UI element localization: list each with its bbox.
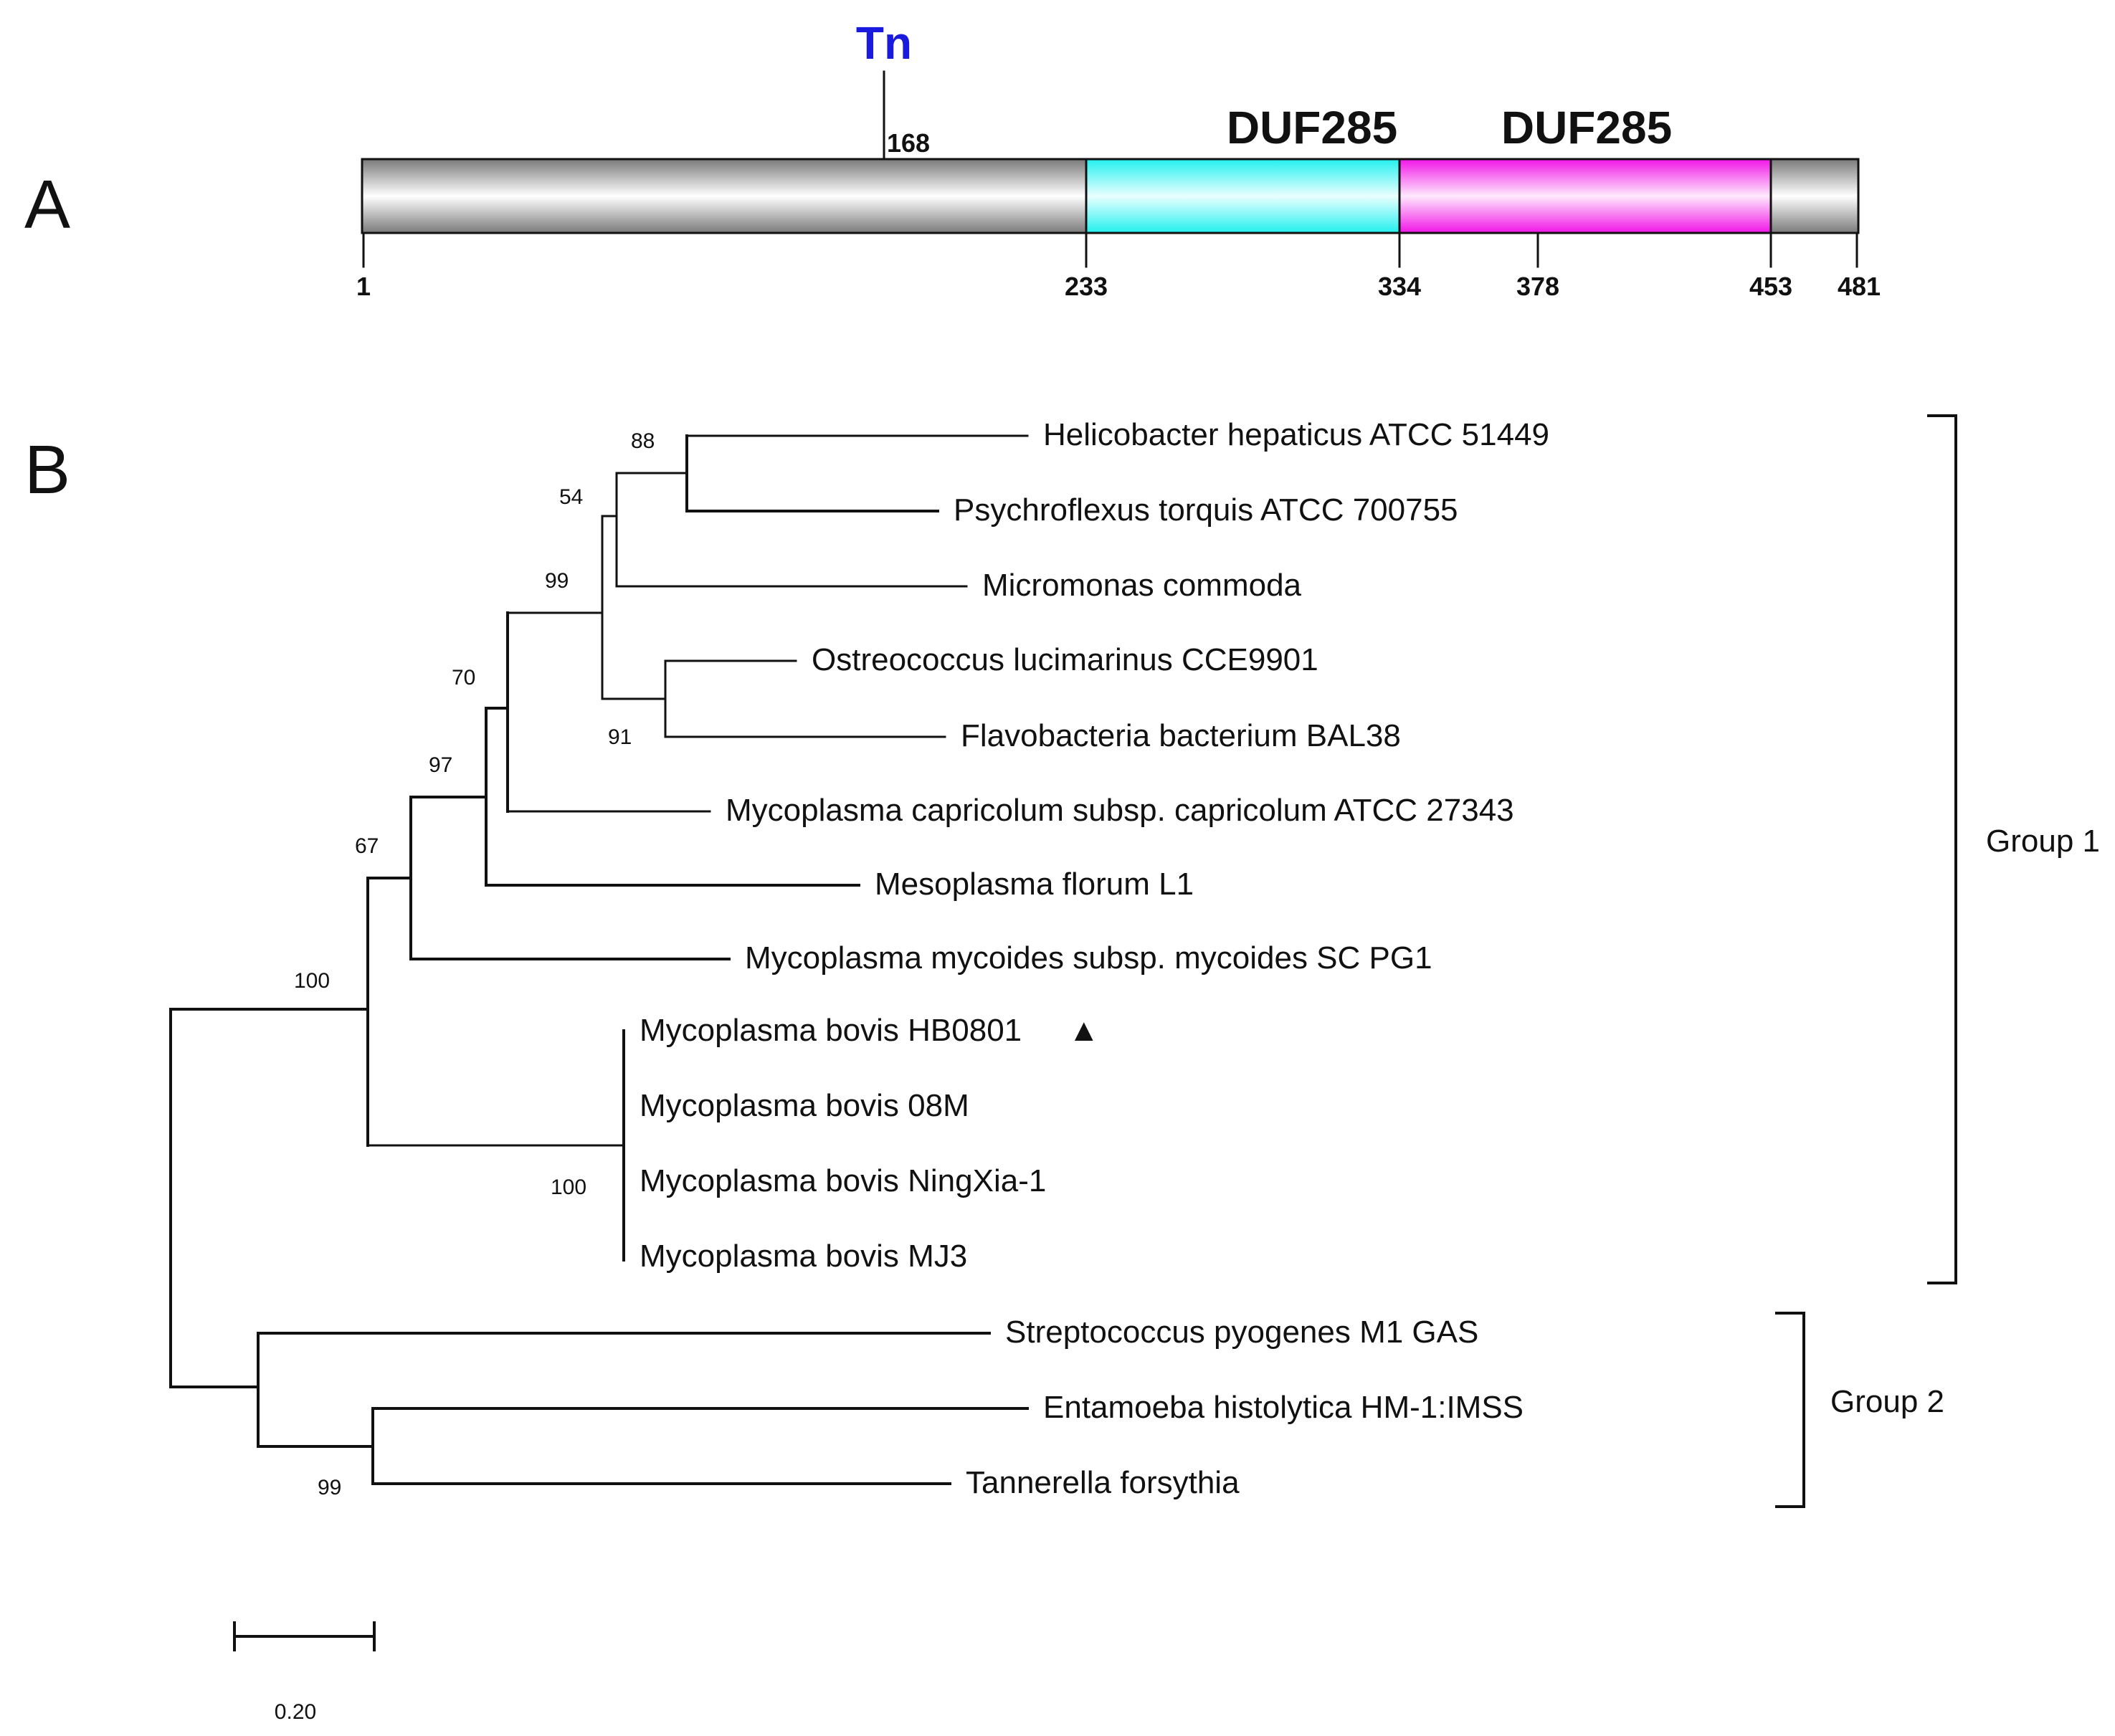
group-1-label: Group 1 xyxy=(1986,824,2100,859)
tn-label: Tn xyxy=(856,17,912,69)
group-1-bracket-line xyxy=(1927,414,1957,1284)
group-2-label: Group 2 xyxy=(1830,1384,1944,1419)
leaf-label: Mesoplasma florum L1 xyxy=(875,867,1194,902)
leaf-label: Mycoplasma bovis 08M xyxy=(640,1088,969,1123)
protein-segment-c-terminal xyxy=(1769,158,1860,234)
group-2-bracket: Group 2 xyxy=(1775,1312,1944,1508)
leaf-label: Psychroflexus torquis ATCC 700755 xyxy=(954,492,1458,528)
bootstrap-values: 88 54 99 91 70 97 67 100 100 99 xyxy=(294,429,655,1499)
bootstrap-value: 70 xyxy=(452,666,475,690)
panel-b: B xyxy=(24,414,2100,1724)
highlight-triangle-icon: ▲ xyxy=(1068,1013,1100,1048)
protein-segment-n-terminal xyxy=(361,158,1088,234)
leaf-label: Mycoplasma bovis NingXia-1 xyxy=(640,1163,1046,1198)
bootstrap-value: 88 xyxy=(631,429,655,453)
leaf-label: Mycoplasma capricolum subsp. capricolum … xyxy=(726,793,1514,828)
bootstrap-value: 67 xyxy=(355,834,379,858)
group-1-bracket: Group 1 xyxy=(1927,414,2100,1284)
leaf-label: Ostreococcus lucimarinus CCE9901 xyxy=(812,642,1318,677)
duf285-label-1: DUF285 xyxy=(1227,102,1397,153)
leaf-label: Mycoplasma bovis MJ3 xyxy=(640,1239,967,1274)
bootstrap-value: 99 xyxy=(545,569,569,593)
tn-position-label: 168 xyxy=(887,128,930,158)
scale-bar-label: 0.20 xyxy=(275,1700,316,1724)
duf285-domain-1 xyxy=(1085,158,1401,234)
leaf-label: Micromonas commoda xyxy=(982,568,1302,603)
panel-b-letter: B xyxy=(24,431,70,508)
bootstrap-value: 100 xyxy=(551,1175,586,1199)
leaf-label: Mycoplasma bovis HB0801 xyxy=(640,1013,1022,1048)
bootstrap-value: 91 xyxy=(608,725,632,749)
tick-label-233: 233 xyxy=(1065,272,1108,301)
group-2-bracket-line xyxy=(1775,1312,1805,1508)
duf285-domain-2 xyxy=(1398,158,1772,234)
tree-branches xyxy=(169,434,1029,1485)
panel-a-letter: A xyxy=(24,166,70,243)
panel-a: A Tn 168 DUF285 DUF285 1 233 334 378 453… xyxy=(24,17,1881,301)
leaf-label: Tannerella forsythia xyxy=(966,1465,1240,1500)
bootstrap-value: 54 xyxy=(559,485,583,509)
leaf-label: Mycoplasma mycoides subsp. mycoides SC P… xyxy=(745,940,1432,976)
tick-label-1: 1 xyxy=(356,272,371,301)
leaf-label: Streptococcus pyogenes M1 GAS xyxy=(1005,1315,1478,1350)
scale-bar: 0.20 xyxy=(233,1621,376,1724)
leaf-label: Helicobacter hepaticus ATCC 51449 xyxy=(1043,417,1549,452)
tick-label-334: 334 xyxy=(1378,272,1421,301)
tick-label-481: 481 xyxy=(1838,272,1881,301)
bootstrap-value: 100 xyxy=(294,969,330,993)
bootstrap-value: 97 xyxy=(429,753,452,777)
leaf-label: Flavobacteria bacterium BAL38 xyxy=(961,718,1401,753)
tick-label-378: 378 xyxy=(1516,272,1559,301)
leaf-label: Entamoeba histolytica HM-1:IMSS xyxy=(1043,1390,1524,1425)
duf285-label-2: DUF285 xyxy=(1501,102,1672,153)
tick-label-453: 453 xyxy=(1749,272,1792,301)
leaf-labels: Helicobacter hepaticus ATCC 51449 Psychr… xyxy=(640,417,1549,1500)
bootstrap-value: 99 xyxy=(318,1476,341,1499)
